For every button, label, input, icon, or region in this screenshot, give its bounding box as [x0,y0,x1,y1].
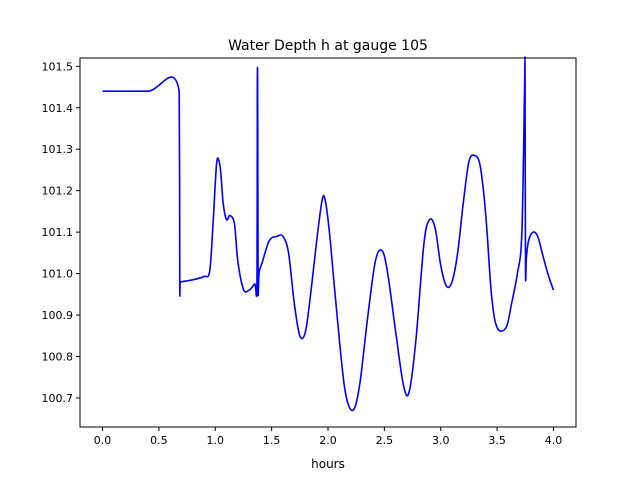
chart-title: Water Depth h at gauge 105 [228,38,428,54]
x-axis-label: hours [311,457,345,471]
plot-area [102,56,555,412]
x-tick-label: 2.0 [319,434,337,447]
x-tick-label: 3.0 [432,434,450,447]
y-tick-label: 101.0 [42,268,74,281]
y-axis: 100.7 100.8 100.9 101.0 101.1 101.2 101.3 101.4… [42,60,80,405]
y-tick-label: 101.2 [42,185,74,198]
x-tick-label: 0.5 [150,434,168,447]
x-axis: 0.0 0.5 1.0 1.5 2.0 2.5 3.0 3.5 4.0 [94,427,562,447]
y-tick-label: 100.7 [42,392,74,405]
x-tick-label: 3.5 [488,434,506,447]
x-tick-label: 0.0 [94,434,112,447]
x-tick-label: 1.5 [263,434,281,447]
y-tick-label: 100.8 [42,351,74,364]
x-tick-label: 4.0 [545,434,563,447]
y-tick-label: 101.5 [42,60,74,73]
series-line [102,56,555,412]
y-tick-label: 101.4 [42,102,74,115]
y-tick-label: 100.9 [42,309,74,322]
y-tick-label: 101.1 [42,226,74,239]
x-tick-label: 2.5 [376,434,394,447]
x-tick-label: 1.0 [207,434,225,447]
y-tick-label: 101.3 [42,143,74,156]
